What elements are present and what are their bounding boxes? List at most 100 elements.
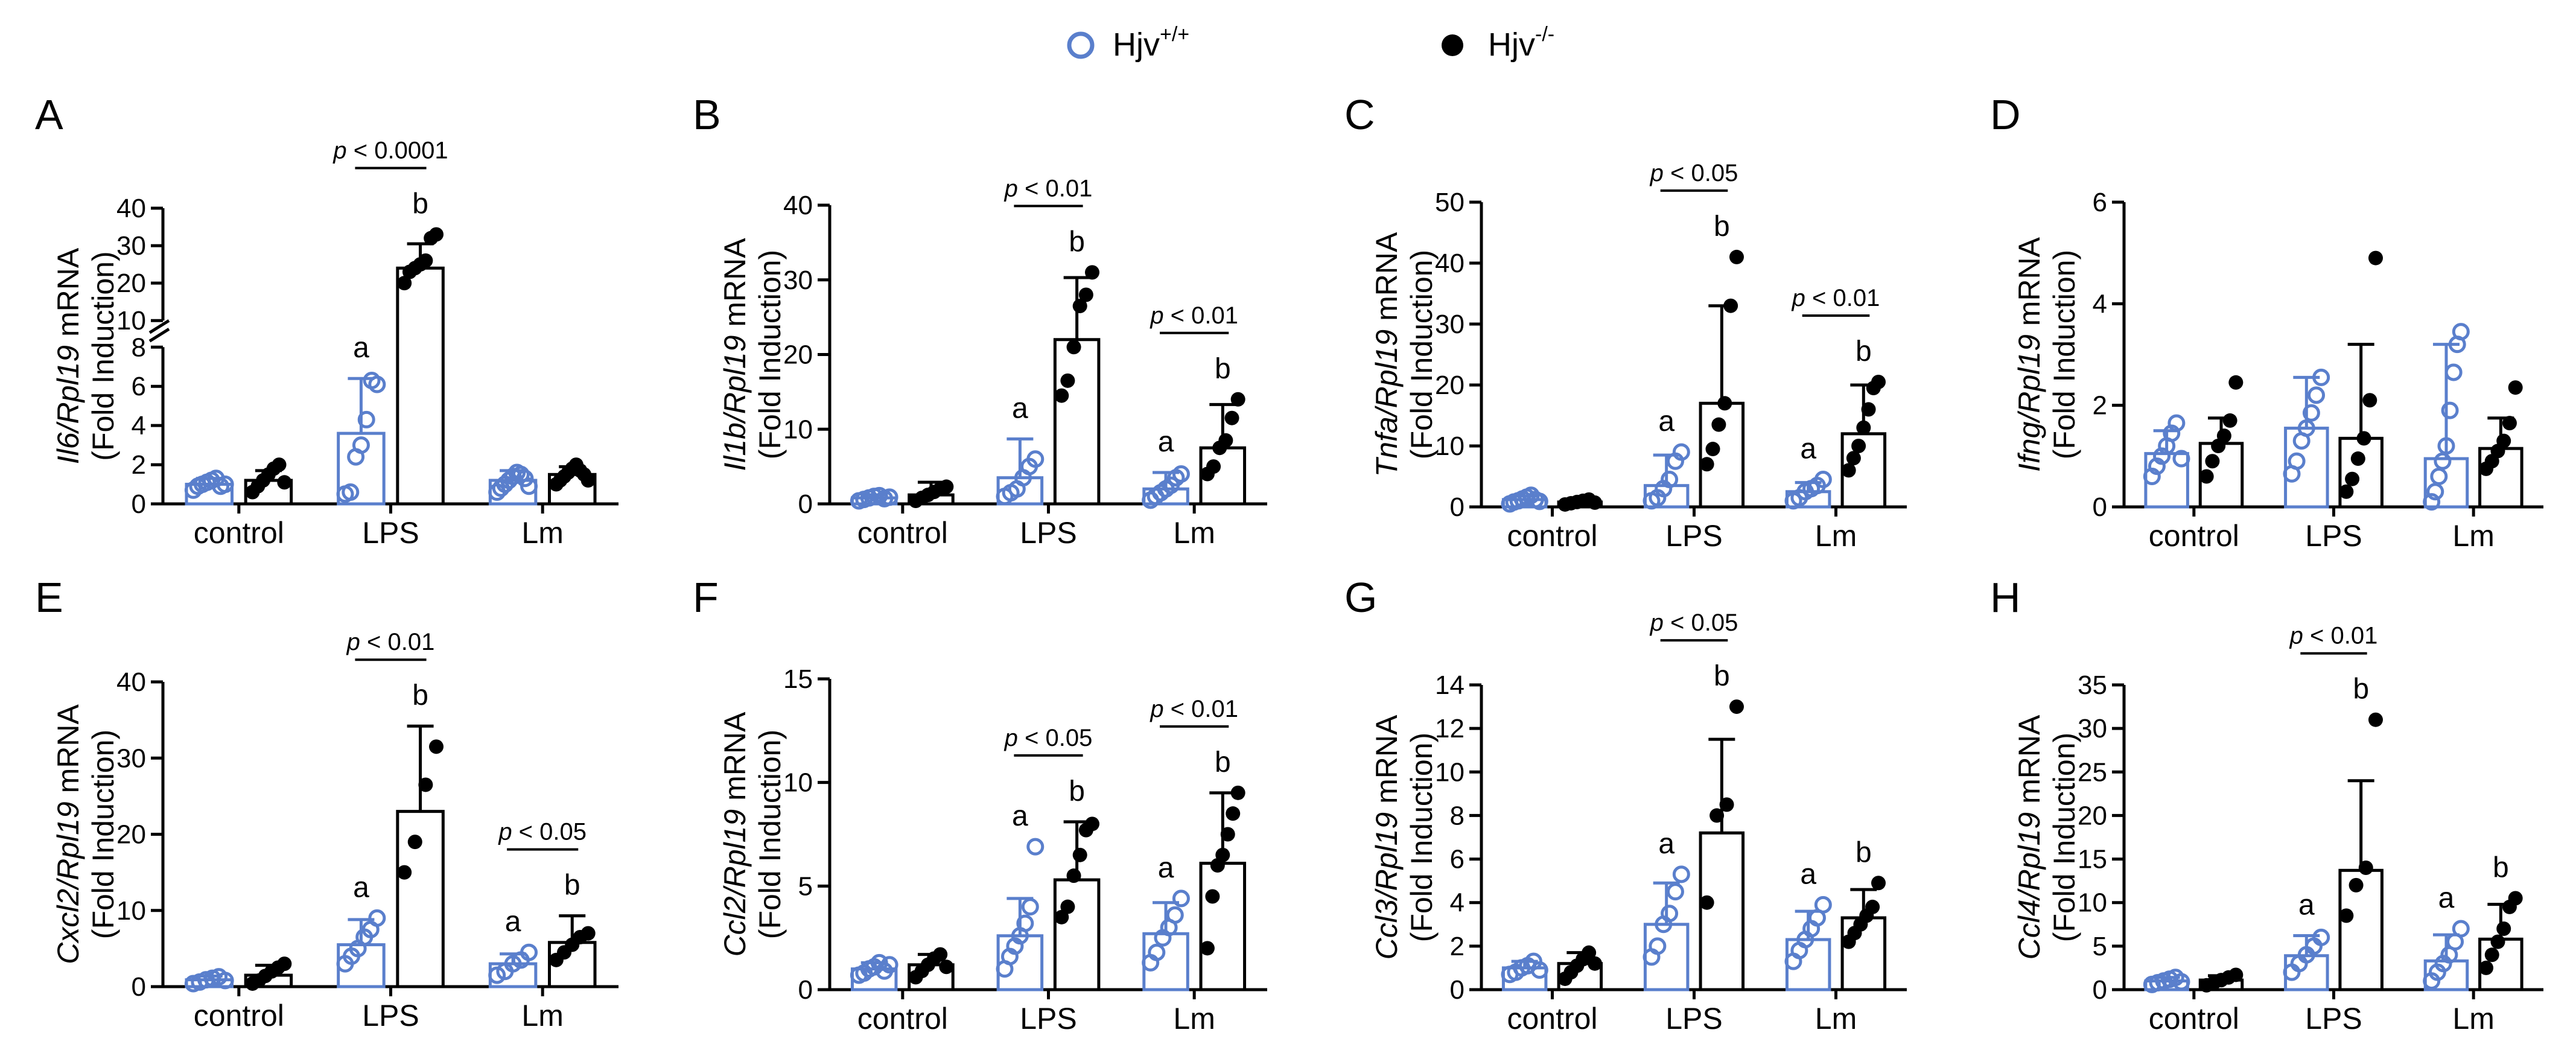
data-point <box>2426 483 2444 501</box>
y-tick-label: 10 <box>783 415 813 444</box>
data-point <box>1060 373 1075 388</box>
data-point <box>939 959 954 975</box>
data-point <box>1871 876 1886 891</box>
data-point <box>1861 402 1876 417</box>
data-point <box>1054 388 1069 403</box>
data-point <box>1841 463 1856 478</box>
y-tick-label: 30 <box>783 266 813 295</box>
significance-letter: a <box>1658 406 1674 438</box>
data-point <box>2368 250 2383 266</box>
y-tick-label: 5 <box>798 871 813 901</box>
data-point <box>2368 712 2383 727</box>
y-axis-label: Ifng/Rpl19 mRNA <box>2012 237 2046 472</box>
y-tick-label: 8 <box>132 332 146 362</box>
data-point <box>520 943 538 961</box>
p-value-label: p < 0.0001 <box>332 137 448 164</box>
y-axis-label-unit: mRNA <box>51 247 85 345</box>
significance-letter: a <box>353 871 369 903</box>
x-tick-label: control <box>2149 519 2239 553</box>
significance-letter: a <box>505 906 521 938</box>
data-point <box>2496 433 2511 448</box>
data-point <box>2350 451 2365 466</box>
data-point <box>2362 393 2377 408</box>
y-tick-label: 2 <box>132 450 146 480</box>
x-tick-label: control <box>1507 1002 1597 1036</box>
data-point <box>1206 459 1221 474</box>
data-point <box>342 483 360 501</box>
y-axis-label-unit: mRNA <box>1370 714 1404 812</box>
data-point <box>2423 493 2441 511</box>
y-tick-label: 30 <box>116 743 146 773</box>
p-value-symbol: p <box>498 819 512 845</box>
y-tick-label: 20 <box>116 269 146 298</box>
data-point <box>512 465 530 483</box>
data-point <box>216 476 234 494</box>
data-point <box>933 947 948 962</box>
x-tick-label: Lm <box>1173 516 1215 550</box>
data-point <box>520 477 538 495</box>
data-point <box>1709 808 1725 823</box>
y-axis-label: Il6/Rpl19 mRNA <box>51 247 85 464</box>
y-axis-label-fold: (Fold Induction) <box>2047 733 2081 942</box>
data-point <box>2452 920 2470 938</box>
x-tick-label: LPS <box>1020 516 1077 550</box>
legend-wt-label: Hjv+/+ <box>1113 23 1189 63</box>
panel-letter: G <box>1344 574 1377 621</box>
p-value-symbol: p <box>1650 160 1664 186</box>
data-point <box>1215 847 1230 862</box>
significance-letter: a <box>2438 882 2455 914</box>
data-point <box>429 227 444 242</box>
x-tick-label: Lm <box>2452 519 2494 553</box>
y-tick-label: 0 <box>2093 975 2107 1005</box>
data-point <box>1717 396 1732 411</box>
p-value-symbol: p <box>1004 175 1018 202</box>
significance-letter: b <box>1714 211 1730 243</box>
legend-wt-genotype: +/+ <box>1160 23 1189 46</box>
data-point <box>2496 921 2511 936</box>
y-tick-label: 2 <box>1450 932 1465 961</box>
data-point <box>2444 363 2463 381</box>
significance-letter: a <box>353 332 369 364</box>
y-axis-label-gene: Il6/Rpl19 <box>51 345 85 464</box>
y-axis-label-unit: mRNA <box>718 711 752 809</box>
y-axis-label: Cxcl2/Rpl19 mRNA <box>51 704 85 964</box>
data-point <box>1218 433 1233 448</box>
data-point <box>1649 937 1667 955</box>
y-tick-label: 10 <box>1435 757 1465 787</box>
data-point <box>1085 265 1099 280</box>
data-point <box>1085 816 1099 832</box>
data-point <box>1072 299 1087 314</box>
data-point <box>1814 896 1832 914</box>
panel-g-chart: 0 2 4 6 8 10 12 14 control LPS Lm a b a b p < 0.05 G Ccl3… <box>1344 574 1907 1036</box>
data-point <box>397 865 412 880</box>
data-point <box>1705 442 1720 457</box>
data-point <box>1530 492 1548 511</box>
data-point <box>1226 806 1241 821</box>
significance-letter: b <box>564 870 580 902</box>
y-tick-label: 20 <box>2078 801 2107 830</box>
x-tick-label: LPS <box>2305 1002 2362 1036</box>
p-value-label: p < 0.05 <box>1004 725 1093 751</box>
p-value-label: p < 0.05 <box>1650 609 1738 636</box>
legend-ko-label: Hjv-/- <box>1488 23 1554 63</box>
data-point <box>2312 368 2330 386</box>
y-tick-label: 20 <box>1435 371 1465 400</box>
data-point <box>2339 908 2354 923</box>
y-axis-label-fold: (Fold Induction) <box>2047 250 2081 459</box>
x-tick-label: Lm <box>1815 1002 1857 1036</box>
data-point <box>418 253 433 268</box>
p-value-threshold: < 0.01 <box>2303 623 2377 649</box>
y-axis-label: Ccl4/Rpl19 mRNA <box>2012 714 2046 959</box>
y-tick-label: 10 <box>783 768 813 798</box>
axis-break-mark <box>148 319 170 334</box>
data-point <box>1172 889 1190 908</box>
data-point <box>2216 428 2231 444</box>
data-point <box>1582 945 1597 960</box>
significance-letter: a <box>1012 800 1028 832</box>
x-tick-label: Lm <box>1173 1002 1215 1036</box>
panel-letter: H <box>1990 574 2021 621</box>
data-point <box>1205 889 1220 904</box>
data-point <box>2430 468 2448 485</box>
x-tick-label: Lm <box>521 516 563 550</box>
